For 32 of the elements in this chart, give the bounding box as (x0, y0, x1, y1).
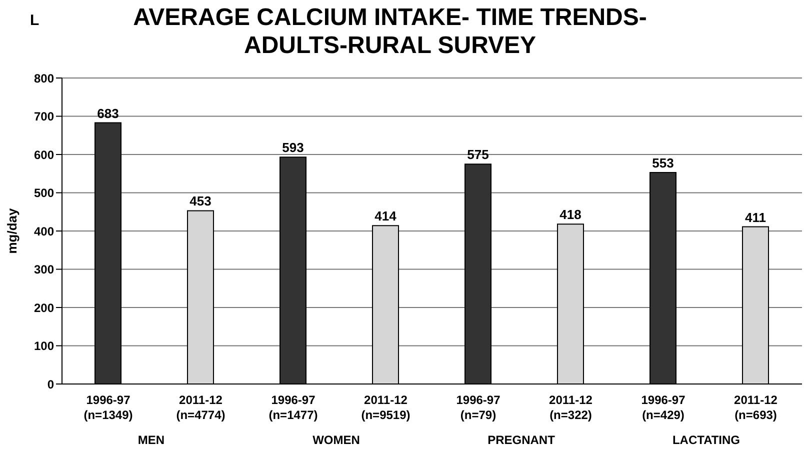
data-label: 411 (745, 210, 766, 225)
y-tick-label: 700 (34, 110, 54, 124)
text: WOMEN (312, 433, 360, 447)
data-label: 414 (374, 208, 398, 224)
y-axis-title: mg/day (4, 207, 20, 254)
y-tick-label: 200 (34, 300, 54, 315)
x-tick-label: 2011-12 (n=4774) (176, 393, 226, 422)
x-tick-label: 1996-97 (n=429) (641, 393, 686, 422)
data-label: 575 (467, 147, 489, 162)
y-tick-label: 600 (34, 148, 54, 162)
x-tick-label: 1996-97 (n=79) (456, 393, 501, 422)
x-tick-label: 2011-12 (n=693) (734, 393, 778, 422)
text: LACTATING (672, 433, 740, 447)
y-tick-label: 500 (34, 186, 54, 200)
data-label: 553 (652, 155, 674, 170)
x-tick-label: 2011-12 (n=9519) (361, 393, 410, 422)
data-label: 418 (560, 207, 582, 222)
data-label: 683 (97, 106, 119, 121)
text: MEN (138, 433, 165, 447)
y-tick-label: 0 (47, 377, 54, 392)
y-tick-label: 800 (34, 71, 54, 86)
data-label: 593 (282, 140, 304, 156)
text: L (30, 12, 40, 29)
y-tick-label: 300 (34, 262, 54, 277)
y-tick-label: 400 (34, 224, 54, 238)
text: PREGNANT (488, 433, 556, 447)
chart-title: AVERAGE CALCIUM INTAKE- TIME TRENDS- ADULTS-RURAL SURVEY (132, 4, 648, 60)
y-tick-label: 100 (34, 339, 54, 354)
x-tick-label: 2011-12 (n=322) (549, 393, 593, 422)
x-tick-label: 1996-97 (n=1349) (84, 393, 133, 422)
data-label: 453 (190, 194, 212, 209)
x-tick-label: 1996-97 (n=1477) (268, 393, 318, 422)
